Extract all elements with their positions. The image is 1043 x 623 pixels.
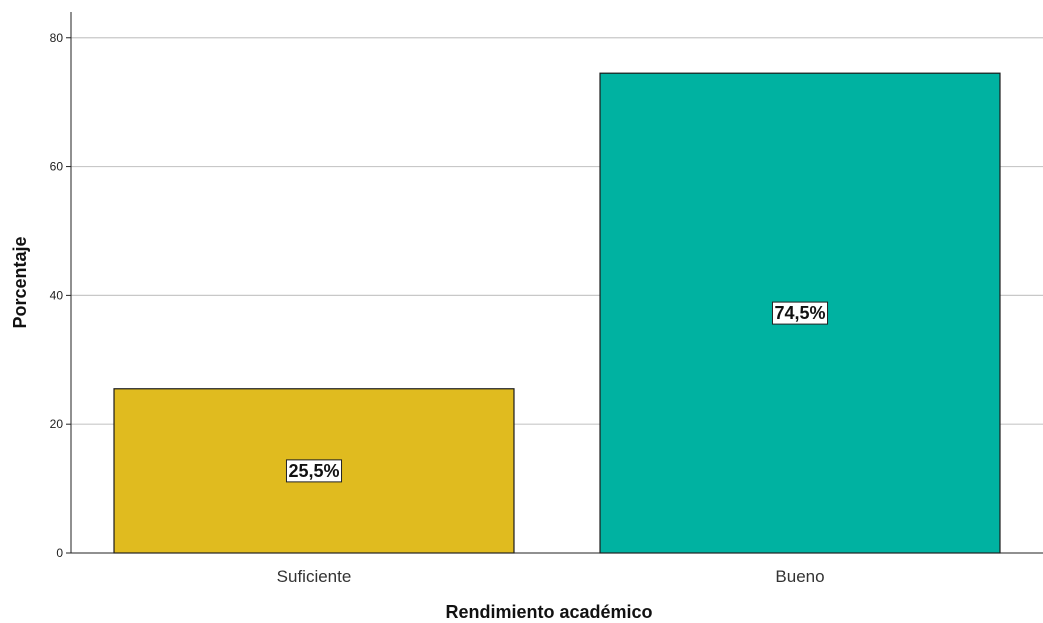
bars	[113, 72, 1001, 554]
data-label: 74,5%	[774, 303, 825, 323]
data-labels: 25,5% 74,5%	[285, 301, 829, 483]
y-axis-title: Porcentaje	[10, 236, 30, 328]
y-tick-label: 80	[50, 31, 64, 45]
x-axis-category-labels: Suficiente Bueno	[277, 567, 825, 586]
data-label-group: 25,5%	[285, 459, 343, 483]
x-axis-title: Rendimiento académico	[445, 602, 652, 622]
y-tick-label: 40	[50, 288, 64, 302]
x-category-label: Suficiente	[277, 567, 352, 586]
y-axis-ticks: 0 20 40 60 80	[50, 31, 71, 560]
data-label: 25,5%	[288, 461, 339, 481]
x-category-label: Bueno	[775, 567, 824, 586]
data-label-box	[285, 459, 343, 483]
y-tick-label: 60	[50, 160, 64, 174]
y-tick-label: 20	[50, 417, 64, 431]
data-label-group: 74,5%	[771, 301, 829, 325]
y-tick-label: 0	[56, 546, 63, 560]
bar-suficiente	[113, 388, 515, 554]
data-label-box	[771, 301, 829, 325]
